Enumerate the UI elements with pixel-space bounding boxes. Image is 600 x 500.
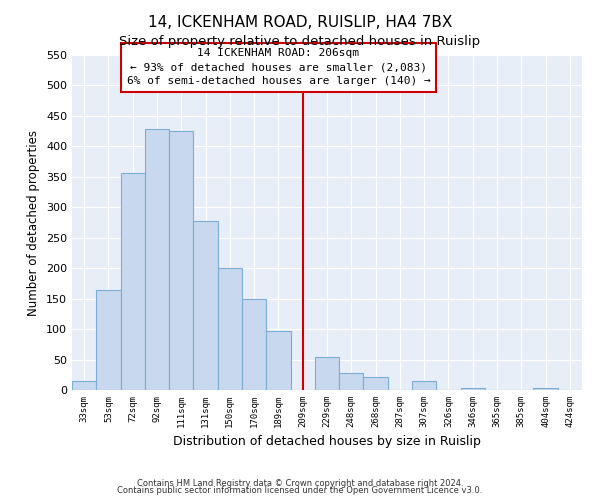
Text: 14, ICKENHAM ROAD, RUISLIP, HA4 7BX: 14, ICKENHAM ROAD, RUISLIP, HA4 7BX [148,15,452,30]
Bar [121,172,145,390]
Bar [364,376,388,390]
Bar [218,268,242,390]
Text: Contains public sector information licensed under the Open Government Licence v3: Contains public sector information licen… [118,486,482,495]
Bar [169,131,193,390]
Bar [266,331,290,390]
Bar [145,130,169,390]
Bar [412,382,436,390]
Bar [96,290,121,390]
Bar [533,388,558,390]
Bar [315,356,339,390]
Text: Size of property relative to detached houses in Ruislip: Size of property relative to detached ho… [119,35,481,48]
Bar [193,222,218,390]
Bar [461,388,485,390]
Bar [72,381,96,390]
Y-axis label: Number of detached properties: Number of detached properties [28,130,40,316]
Bar [242,298,266,390]
Bar [339,373,364,390]
X-axis label: Distribution of detached houses by size in Ruislip: Distribution of detached houses by size … [173,436,481,448]
Text: Contains HM Land Registry data © Crown copyright and database right 2024.: Contains HM Land Registry data © Crown c… [137,478,463,488]
Text: 14 ICKENHAM ROAD: 206sqm
← 93% of detached houses are smaller (2,083)
6% of semi: 14 ICKENHAM ROAD: 206sqm ← 93% of detach… [127,48,430,86]
